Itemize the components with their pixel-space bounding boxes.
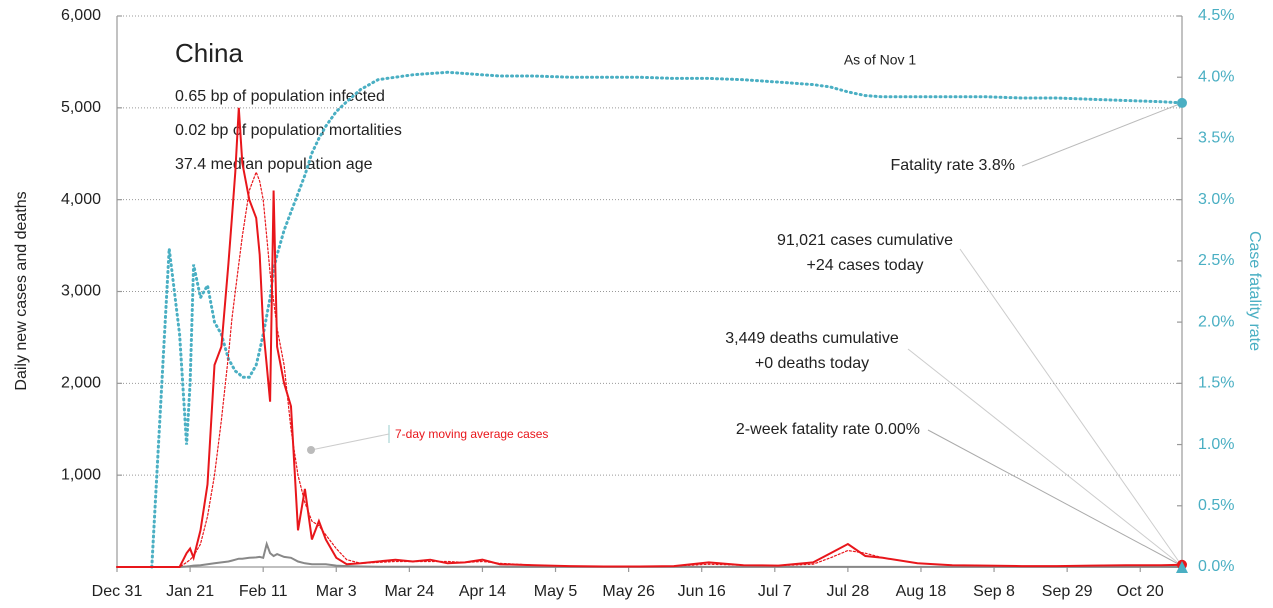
y-tick-label: 2,000 bbox=[61, 375, 101, 392]
y-tick-label: 6,000 bbox=[61, 7, 101, 24]
x-tick-label: Jan 21 bbox=[166, 583, 214, 600]
annotation: Fatality rate 3.8% bbox=[891, 157, 1016, 174]
y-tick-label: 5,000 bbox=[61, 99, 101, 116]
annotation: 2-week fatality rate 0.00% bbox=[736, 421, 920, 438]
y2-tick-label: 4.0% bbox=[1198, 68, 1234, 85]
axis-marker bbox=[1176, 561, 1188, 573]
y-axis-label: Daily new cases and deaths bbox=[13, 191, 30, 390]
x-tick-label: Apr 14 bbox=[459, 583, 506, 600]
y-tick-label: 1,000 bbox=[61, 466, 101, 483]
subtitle: 37.4 median population age bbox=[175, 156, 373, 173]
y2-axis-label: Case fatality rate bbox=[1246, 231, 1263, 351]
chart-title: China bbox=[175, 38, 243, 68]
series-line bbox=[116, 107, 1183, 568]
y-tick-label: 3,000 bbox=[61, 283, 101, 300]
x-tick-label: May 5 bbox=[534, 583, 578, 600]
y2-tick-label: 2.5% bbox=[1198, 252, 1234, 269]
series-line bbox=[116, 170, 1183, 568]
x-tick-label: Sep 29 bbox=[1042, 583, 1093, 600]
x-tick-label: Jul 7 bbox=[758, 583, 792, 600]
connector bbox=[310, 433, 390, 451]
series-line bbox=[116, 540, 1183, 568]
y2-tick-label: 4.5% bbox=[1198, 7, 1234, 24]
subtitle: 0.02 bp of population mortalities bbox=[175, 122, 402, 139]
y2-tick-label: 0.5% bbox=[1198, 497, 1234, 514]
series-line bbox=[150, 70, 1184, 569]
subtitle: 0.65 bp of population infected bbox=[175, 88, 385, 105]
x-tick-label: Dec 31 bbox=[92, 583, 143, 600]
y2-tick-label: 0.0% bbox=[1198, 558, 1234, 575]
annotation: 3,449 deaths cumulative bbox=[725, 330, 899, 347]
callout-dot bbox=[307, 446, 315, 454]
x-tick-label: Jul 28 bbox=[827, 583, 870, 600]
x-tick-label: Sep 8 bbox=[973, 583, 1015, 600]
annotation: As of Nov 1 bbox=[844, 52, 917, 68]
connector bbox=[959, 248, 1183, 567]
end-marker bbox=[1177, 97, 1187, 108]
y2-tick-label: 3.0% bbox=[1198, 191, 1234, 208]
y2-tick-label: 1.5% bbox=[1198, 375, 1234, 392]
x-tick-label: Jun 16 bbox=[678, 583, 726, 600]
x-tick-label: May 26 bbox=[602, 583, 655, 600]
y2-tick-label: 3.5% bbox=[1198, 130, 1234, 147]
series-label: 7-day moving average cases bbox=[395, 427, 548, 441]
annotation: +0 deaths today bbox=[755, 355, 869, 372]
y2-tick-label: 1.0% bbox=[1198, 436, 1234, 453]
x-tick-label: Feb 11 bbox=[239, 583, 288, 600]
annotation: +24 cases today bbox=[807, 257, 924, 274]
connector bbox=[907, 348, 1183, 567]
connector bbox=[1021, 102, 1183, 167]
x-tick-label: Aug 18 bbox=[896, 583, 947, 600]
y-tick-label: 4,000 bbox=[61, 191, 101, 208]
connector bbox=[927, 429, 1183, 567]
x-tick-label: Mar 3 bbox=[316, 583, 357, 600]
x-tick-label: Mar 24 bbox=[384, 583, 434, 600]
annotation: 91,021 cases cumulative bbox=[777, 232, 953, 249]
y2-tick-label: 2.0% bbox=[1198, 313, 1234, 330]
x-tick-label: Oct 20 bbox=[1117, 583, 1164, 600]
